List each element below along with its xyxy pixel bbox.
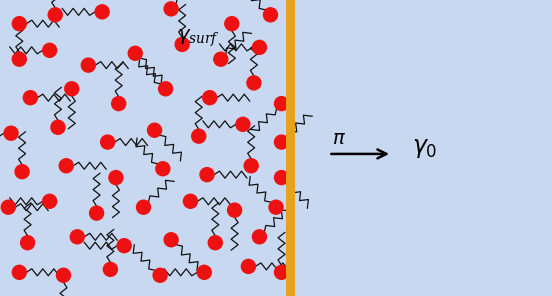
Bar [286,0,295,296]
Circle shape [214,52,228,66]
Circle shape [269,200,283,214]
Circle shape [95,5,109,19]
Circle shape [147,123,162,137]
Circle shape [227,203,242,217]
Circle shape [197,265,211,279]
Circle shape [65,82,79,96]
Circle shape [236,117,250,131]
Circle shape [51,120,65,134]
Circle shape [15,165,29,179]
Circle shape [20,236,35,250]
Circle shape [225,17,239,31]
Circle shape [164,233,178,247]
Circle shape [70,230,84,244]
Circle shape [43,43,57,57]
Text: $\gamma_0$: $\gamma_0$ [412,136,438,160]
Circle shape [103,262,118,276]
Circle shape [89,206,104,220]
Circle shape [247,76,261,90]
Circle shape [158,82,173,96]
Circle shape [23,91,38,105]
Circle shape [274,265,289,279]
Circle shape [109,170,123,185]
Circle shape [4,126,18,140]
Circle shape [252,40,267,54]
Text: $\pi$: $\pi$ [332,130,347,148]
Circle shape [43,194,57,208]
Circle shape [263,8,278,22]
Circle shape [241,259,256,274]
Circle shape [244,159,258,173]
Circle shape [1,200,15,214]
Circle shape [153,268,167,282]
Circle shape [203,91,217,105]
Circle shape [112,96,126,111]
Circle shape [274,96,289,111]
Circle shape [12,52,26,66]
Circle shape [59,159,73,173]
Circle shape [100,135,115,149]
Circle shape [48,8,62,22]
Circle shape [183,194,198,208]
Circle shape [274,135,289,149]
Circle shape [200,168,214,182]
Circle shape [208,236,222,250]
Circle shape [164,2,178,16]
Circle shape [128,46,142,60]
Circle shape [192,129,206,143]
Circle shape [252,230,267,244]
Circle shape [175,37,189,52]
Circle shape [274,170,289,185]
Circle shape [156,162,170,176]
Circle shape [12,17,26,31]
Circle shape [117,239,131,253]
Circle shape [12,265,26,279]
Circle shape [81,58,95,72]
Text: $\gamma_{\mathregular{surf}}$: $\gamma_{\mathregular{surf}}$ [177,28,220,49]
Circle shape [136,200,151,214]
Circle shape [56,268,71,282]
